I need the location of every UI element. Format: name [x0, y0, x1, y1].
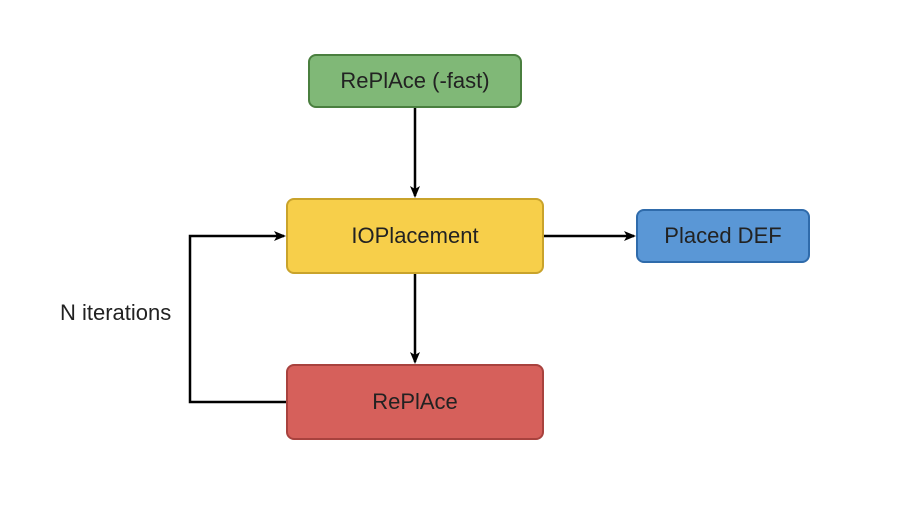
edge-replace-to-ioplacement: [190, 236, 286, 402]
node-label: RePlAce: [372, 389, 458, 415]
flowchart-canvas: RePlAce (-fast) IOPlacement Placed DEF R…: [0, 0, 917, 509]
node-label: IOPlacement: [351, 223, 478, 249]
label-n-iterations: N iterations: [60, 300, 171, 326]
node-label: Placed DEF: [664, 223, 781, 249]
node-label: RePlAce (-fast): [340, 68, 489, 94]
node-ioplacement: IOPlacement: [286, 198, 544, 274]
node-placed-def: Placed DEF: [636, 209, 810, 263]
label-text: N iterations: [60, 300, 171, 325]
node-replace-fast: RePlAce (-fast): [308, 54, 522, 108]
node-replace: RePlAce: [286, 364, 544, 440]
